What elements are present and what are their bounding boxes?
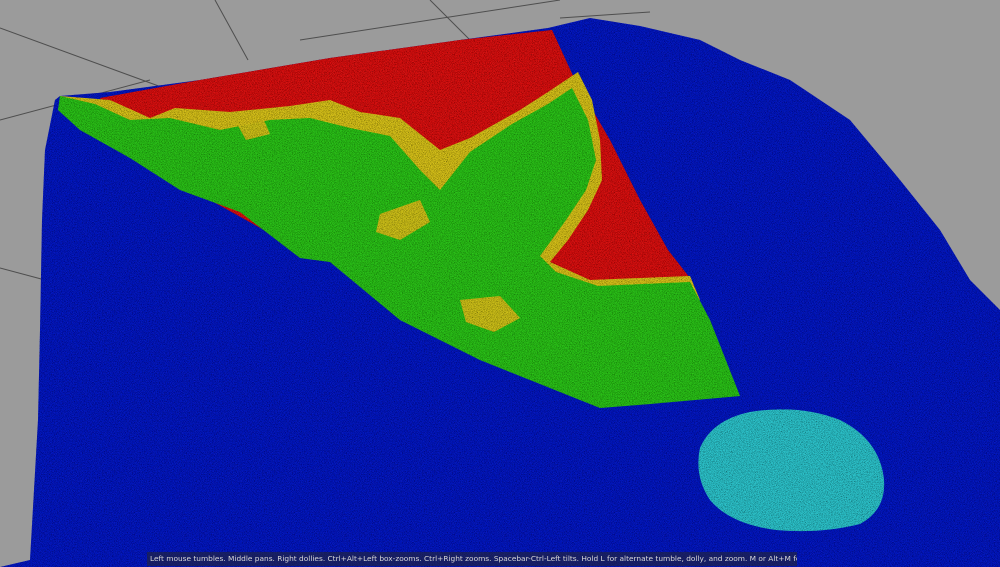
- grid-line: [299, 0, 561, 41]
- low-vegetation-patch: [376, 200, 430, 240]
- grid-line: [0, 267, 46, 281]
- low-vegetation-patch: [460, 296, 520, 332]
- grid-line: [429, 0, 471, 41]
- low-vegetation-patch: [236, 116, 270, 140]
- viewport-grid: [0, 0, 651, 281]
- water-class-region: [698, 409, 885, 532]
- grid-line: [214, 0, 249, 61]
- grid-line: [0, 27, 176, 93]
- viewport-help-line: Left mouse tumbles. Middle pans. Right d…: [147, 552, 797, 566]
- grid-line: [559, 11, 651, 19]
- medium-vegetation-class-region: [58, 88, 740, 408]
